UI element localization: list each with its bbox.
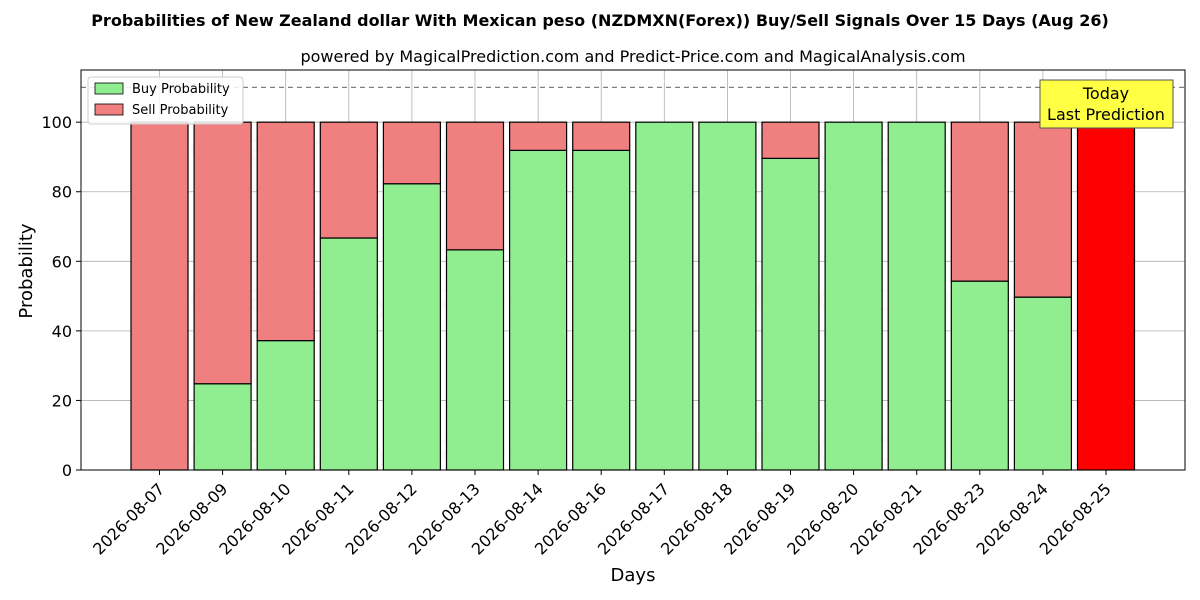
bar-sell-2026-08-16 [572, 121, 631, 151]
bar-sell-2026-08-24 [1013, 121, 1073, 298]
y-axis: 0 20 40 60 80 100 [41, 113, 81, 480]
chart-subtitle: powered by MagicalPrediction.com and Pre… [300, 47, 965, 66]
bar-sell-2026-08-10 [256, 121, 315, 342]
bar-buy-2026-08-18 [698, 121, 757, 471]
bar-sell-2026-08-14 [509, 121, 568, 151]
y-tick-label: 100 [41, 113, 72, 132]
bar-sell-2026-08-23 [950, 121, 1009, 282]
bar-buy-2026-08-17 [635, 121, 694, 471]
bar-buy-2026-08-19 [761, 157, 820, 471]
bar-buy-2026-08-23 [950, 280, 1009, 471]
plot-frame [80, 69, 1186, 471]
y-tick-label: 40 [52, 322, 72, 341]
bar-sell-2026-08-11 [319, 121, 378, 239]
y-tick-label: 80 [52, 183, 72, 202]
bar-buy-2026-08-12 [382, 183, 441, 471]
bar-sell-2026-08-07 [130, 121, 189, 471]
legend-label-buy: Buy Probability [132, 82, 230, 97]
bars [130, 121, 1136, 471]
annotation-box [1039, 79, 1174, 129]
annotation-line-1: Today [1082, 84, 1129, 103]
bar-sell-2026-08-09 [193, 121, 252, 385]
bar-sell-2026-08-12 [382, 121, 441, 185]
chart-title: Probabilities of New Zealand dollar With… [91, 11, 1109, 30]
legend-swatch-buy [94, 82, 124, 95]
bar-buy-2026-08-16 [572, 149, 631, 471]
y-tick-label: 20 [52, 391, 72, 410]
legend-label-sell: Sell Probability [132, 103, 229, 118]
bar-buy-2026-08-09 [193, 383, 252, 471]
today-annotation: Today Last Prediction [1039, 79, 1174, 129]
bar-sell-2026-08-19 [761, 121, 820, 159]
bar-buy-2026-08-11 [319, 237, 378, 471]
legend-box [87, 76, 244, 125]
bar-buy-2026-08-10 [256, 340, 315, 471]
bar-sell-2026-08-25 [1076, 121, 1136, 471]
bar-buy-2026-08-13 [445, 249, 505, 471]
bar-buy-2026-08-14 [509, 149, 568, 471]
y-axis-label: Probability [16, 223, 37, 318]
bar-sell-2026-08-13 [445, 121, 505, 251]
bar-buy-2026-08-20 [824, 121, 883, 471]
y-tick-label: 60 [52, 252, 72, 271]
legend-swatch-sell [94, 103, 124, 116]
x-axis-label: Days [611, 565, 656, 586]
annotation-line-2: Last Prediction [1047, 105, 1165, 124]
bar-buy-2026-08-21 [887, 121, 946, 471]
y-tick-label: 0 [62, 461, 72, 480]
legend: Buy Probability Sell Probability [87, 76, 244, 125]
x-axis: 2026-08-072026-08-092026-08-102026-08-11… [89, 470, 1115, 559]
bar-buy-2026-08-24 [1013, 296, 1073, 471]
